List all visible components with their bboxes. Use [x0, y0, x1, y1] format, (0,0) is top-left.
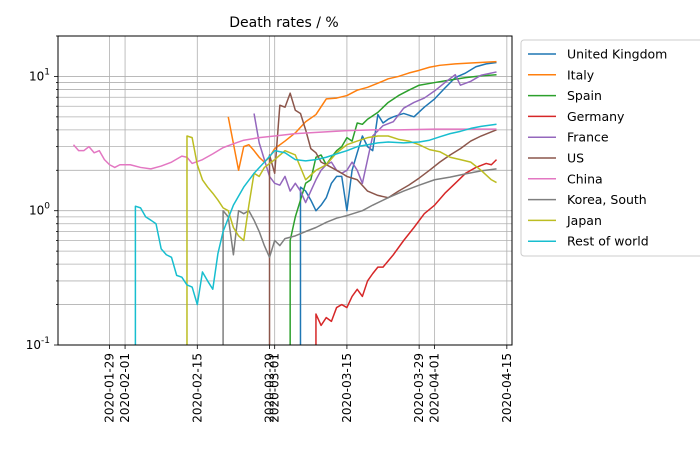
x-tick-label: 2020-03-29	[412, 353, 426, 423]
series-line	[186, 135, 497, 345]
x-axis: 2020-01-29 2020-02-01 2020-02-15 2020-02-29…	[103, 345, 514, 423]
legend-label: Rest of world	[567, 234, 649, 249]
series-line	[227, 60, 497, 172]
legend-box	[520, 39, 700, 257]
legend-label: Korea, South	[567, 192, 647, 207]
series-line	[222, 168, 497, 345]
plot-frame	[57, 35, 513, 346]
series-line	[315, 159, 498, 345]
y-tick-label: 10-1	[26, 336, 50, 352]
x-tick-label: 2020-02-15	[190, 353, 204, 423]
legend-label: Germany	[567, 109, 625, 124]
legend-label: Japan	[566, 213, 602, 228]
x-tick-label: 2020-01-29	[103, 353, 117, 423]
legend-label: US	[567, 151, 584, 166]
legend-label: Spain	[567, 88, 602, 103]
series-line	[253, 71, 497, 204]
y-axis: 10-1 100 101	[26, 35, 58, 352]
x-tick-label: 2020-04-01	[428, 353, 442, 423]
y-tick-label: 100	[29, 202, 50, 218]
legend-label: France	[567, 130, 609, 145]
x-tick-label: 2020-04-15	[500, 353, 514, 423]
x-tick-label: 2020-02-29	[263, 353, 277, 423]
legend-label: China	[567, 171, 603, 186]
legend-label: United Kingdom	[567, 47, 667, 62]
series-line	[268, 92, 497, 345]
x-tick-label: 2020-03-01	[268, 353, 282, 423]
x-tick-label: 2020-03-15	[340, 353, 354, 423]
legend: United Kingdom Italy Spain Germany France US C…	[520, 39, 700, 257]
legend-label: Italy	[567, 67, 595, 82]
series-line	[134, 123, 497, 345]
x-tick-label: 2020-02-01	[118, 353, 132, 423]
y-tick-label: 101	[29, 67, 50, 83]
chart-title: Death rates / %	[229, 15, 338, 31]
plot-series	[72, 60, 498, 345]
series-line	[289, 73, 497, 345]
